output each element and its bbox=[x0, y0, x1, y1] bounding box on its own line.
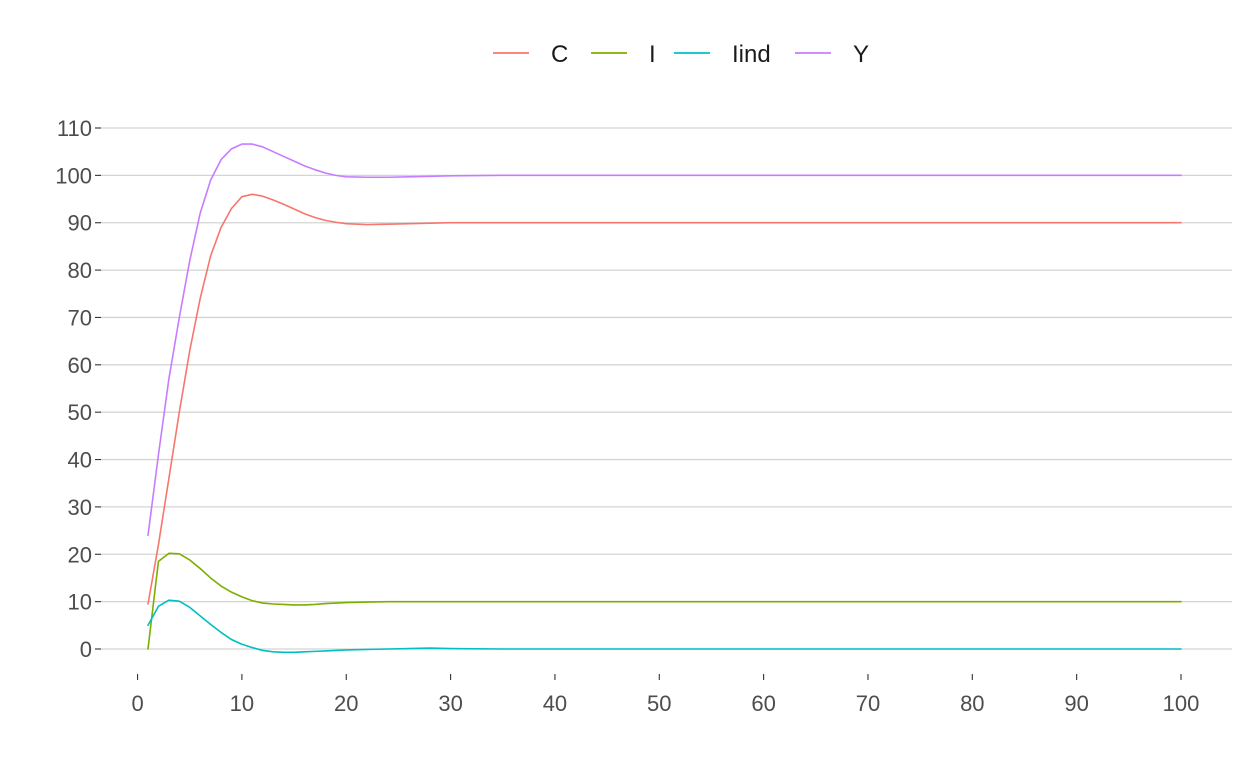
legend: C I Iind Y bbox=[493, 41, 869, 68]
x-tick-label: 80 bbox=[960, 691, 984, 716]
x-tick-label: 10 bbox=[230, 691, 254, 716]
legend-label-c: C bbox=[551, 41, 568, 68]
x-tick-label: 90 bbox=[1064, 691, 1088, 716]
x-tick-label: 100 bbox=[1163, 691, 1200, 716]
y-tick-label: 70 bbox=[68, 305, 92, 330]
x-tick-label: 40 bbox=[543, 691, 567, 716]
y-axis: 0 10 20 30 40 50 60 70 80 90 100 110 bbox=[55, 116, 101, 662]
grid-lines bbox=[100, 127, 1232, 650]
y-tick-label: 10 bbox=[68, 590, 92, 615]
y-tick-label: 20 bbox=[68, 542, 92, 567]
series-line-i bbox=[147, 552, 1182, 650]
x-tick-label: 0 bbox=[131, 691, 143, 716]
legend-label-y: Y bbox=[853, 41, 869, 68]
x-axis: 0 10 20 30 40 50 60 70 80 90 100 bbox=[131, 674, 1199, 716]
y-tick-label: 0 bbox=[80, 637, 92, 662]
legend-label-i: I bbox=[649, 41, 656, 68]
x-tick-label: 30 bbox=[438, 691, 462, 716]
series-line-y bbox=[147, 143, 1182, 537]
series-layer bbox=[147, 143, 1182, 654]
series-line-iind bbox=[147, 599, 1182, 654]
series-line-c bbox=[147, 193, 1182, 605]
y-tick-label: 90 bbox=[68, 211, 92, 236]
y-tick-label: 50 bbox=[68, 400, 92, 425]
legend-label-iind: Iind bbox=[732, 41, 771, 68]
x-tick-label: 20 bbox=[334, 691, 358, 716]
y-tick-label: 100 bbox=[55, 163, 92, 188]
y-tick-label: 80 bbox=[68, 258, 92, 283]
y-tick-label: 30 bbox=[68, 495, 92, 520]
x-tick-label: 50 bbox=[647, 691, 671, 716]
x-tick-label: 60 bbox=[751, 691, 775, 716]
y-tick-label: 60 bbox=[68, 353, 92, 378]
x-tick-label: 70 bbox=[856, 691, 880, 716]
y-tick-label: 110 bbox=[57, 116, 92, 141]
y-tick-label: 40 bbox=[68, 448, 92, 473]
